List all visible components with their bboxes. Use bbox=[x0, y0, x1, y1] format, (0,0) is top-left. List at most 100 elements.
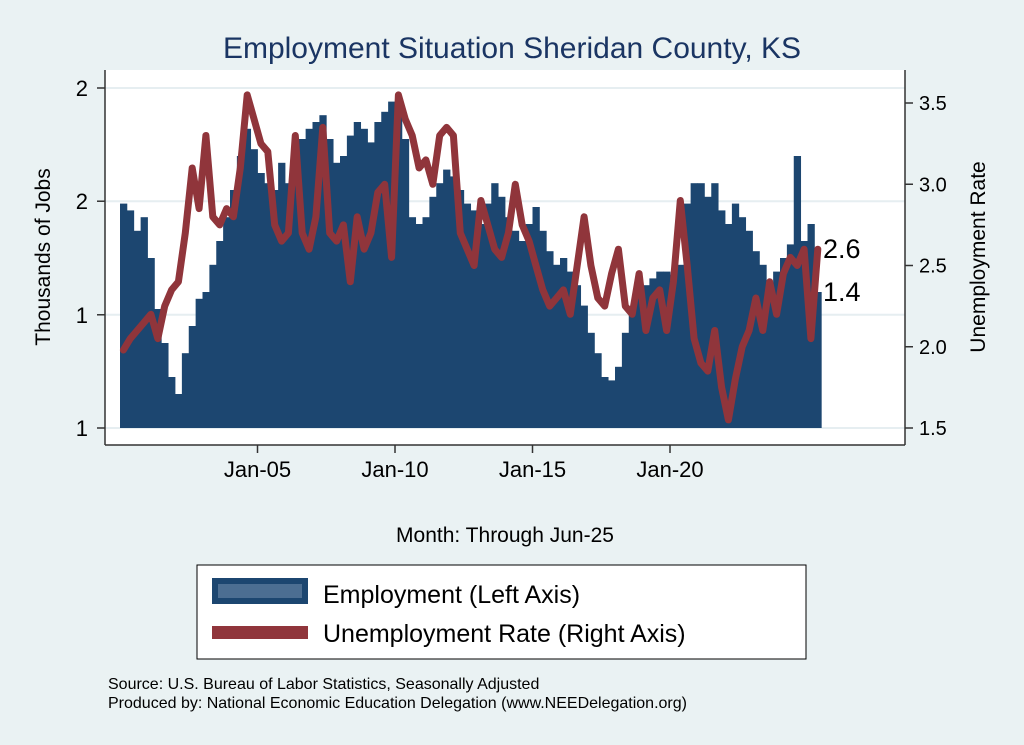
legend: Employment (Left Axis) Unemployment Rate… bbox=[196, 564, 807, 660]
employment-bar bbox=[566, 271, 575, 428]
employment-bar bbox=[450, 176, 458, 428]
y-left-tick-label: 2 bbox=[76, 189, 88, 214]
employment-bar bbox=[718, 210, 726, 428]
employment-bar bbox=[663, 271, 671, 428]
employment-bar bbox=[786, 244, 795, 428]
employment-bar bbox=[188, 326, 197, 428]
employment-bar bbox=[731, 203, 740, 428]
employment-bar bbox=[560, 258, 568, 428]
employment-bar bbox=[271, 190, 279, 428]
employment-bar bbox=[546, 251, 554, 428]
x-axis-label: Month: Through Jun-25 bbox=[396, 524, 614, 547]
employment-bar bbox=[333, 162, 341, 429]
employment-bar bbox=[216, 241, 224, 428]
employment-bar bbox=[491, 183, 499, 428]
employment-bar bbox=[814, 292, 822, 428]
y-right-tick-label: 1.5 bbox=[919, 418, 947, 440]
y-left-tick-label: 1 bbox=[76, 303, 88, 328]
employment-bar bbox=[642, 285, 650, 428]
employment-bar bbox=[580, 305, 588, 428]
employment-bar bbox=[725, 224, 733, 428]
employment-bar bbox=[401, 139, 410, 428]
employment-bar bbox=[498, 196, 506, 428]
employment-bar bbox=[477, 224, 485, 428]
employment-bar bbox=[181, 353, 190, 428]
employment-bar bbox=[120, 203, 128, 428]
x-tick-label: Jan-10 bbox=[361, 457, 428, 482]
employment-bar bbox=[340, 156, 348, 428]
employment-bar bbox=[518, 241, 527, 428]
employment-bar bbox=[780, 258, 788, 428]
y-right-tick-label: 3.0 bbox=[919, 174, 947, 196]
employment-bar bbox=[422, 217, 430, 428]
source-line-1: Source: U.S. Bureau of Labor Statistics,… bbox=[108, 676, 539, 693]
legend-swatch-unemployment bbox=[212, 626, 308, 639]
employment-bar bbox=[195, 298, 203, 428]
employment-bar bbox=[443, 169, 451, 428]
y-right-tick-label: 3.5 bbox=[919, 93, 947, 115]
employment-bar bbox=[628, 312, 637, 428]
end-label-unemployment: 2.6 bbox=[823, 234, 861, 264]
employment-bar bbox=[525, 224, 533, 428]
employment-bar bbox=[621, 332, 630, 428]
employment-bar bbox=[676, 264, 685, 428]
employment-bar bbox=[161, 343, 169, 428]
legend-swatch-employment-inner bbox=[218, 584, 302, 598]
employment-bar bbox=[711, 183, 719, 428]
employment-bar bbox=[257, 173, 265, 428]
y-left-tick-label: 1 bbox=[76, 416, 88, 441]
employment-bar bbox=[326, 139, 334, 428]
employment-bar bbox=[793, 156, 802, 428]
employment-bar bbox=[154, 309, 162, 428]
legend-label-employment: Employment (Left Axis) bbox=[323, 581, 580, 609]
unemployment-line bbox=[119, 91, 822, 424]
employment-bar bbox=[456, 190, 465, 428]
employment-bar bbox=[752, 251, 760, 428]
employment-bar bbox=[594, 353, 602, 428]
employment-bar bbox=[429, 196, 437, 428]
employment-bar bbox=[532, 207, 540, 428]
employment-bar bbox=[683, 203, 692, 428]
employment-bar bbox=[230, 190, 238, 428]
employment-bar bbox=[539, 230, 547, 428]
employment-bar bbox=[766, 285, 774, 428]
employment-bar bbox=[291, 162, 300, 429]
x-tick-label: Jan-15 bbox=[499, 457, 566, 482]
employment-bar bbox=[223, 217, 231, 428]
y-axis-left-label: Thousands of Jobs bbox=[32, 168, 55, 345]
source-line-2: Produced by: National Economic Education… bbox=[108, 695, 687, 712]
employment-bar bbox=[250, 149, 258, 428]
employment-bar bbox=[415, 224, 423, 428]
legend-label-unemployment: Unemployment Rate (Right Axis) bbox=[323, 620, 686, 648]
employment-bar bbox=[505, 217, 513, 428]
employment-bar bbox=[553, 264, 561, 428]
employment-bar bbox=[126, 210, 135, 428]
employment-bar bbox=[175, 394, 183, 428]
employment-bar bbox=[312, 122, 320, 428]
employment-bar bbox=[704, 196, 712, 428]
employment-bar bbox=[670, 275, 678, 428]
employment-bar bbox=[573, 285, 582, 428]
employment-bar bbox=[759, 264, 767, 428]
employment-bar bbox=[374, 122, 382, 428]
employment-bar bbox=[236, 156, 245, 428]
employment-bar bbox=[381, 111, 389, 429]
employment-bar bbox=[649, 278, 657, 428]
employment-bar bbox=[608, 380, 616, 428]
employment-bar bbox=[278, 162, 286, 429]
employment-bar bbox=[319, 115, 327, 428]
employment-bar bbox=[395, 105, 403, 428]
employment-bar bbox=[484, 203, 492, 428]
employment-bar bbox=[601, 377, 609, 428]
employment-bar bbox=[360, 128, 368, 429]
employment-bar bbox=[305, 128, 313, 429]
employment-bar bbox=[697, 183, 705, 428]
y-right-tick-label: 2.0 bbox=[919, 337, 947, 359]
employment-bar bbox=[436, 183, 444, 428]
employment-bar bbox=[209, 264, 217, 428]
x-tick-label: Jan-05 bbox=[224, 457, 291, 482]
employment-bar bbox=[463, 203, 472, 428]
employment-bar bbox=[243, 128, 252, 429]
